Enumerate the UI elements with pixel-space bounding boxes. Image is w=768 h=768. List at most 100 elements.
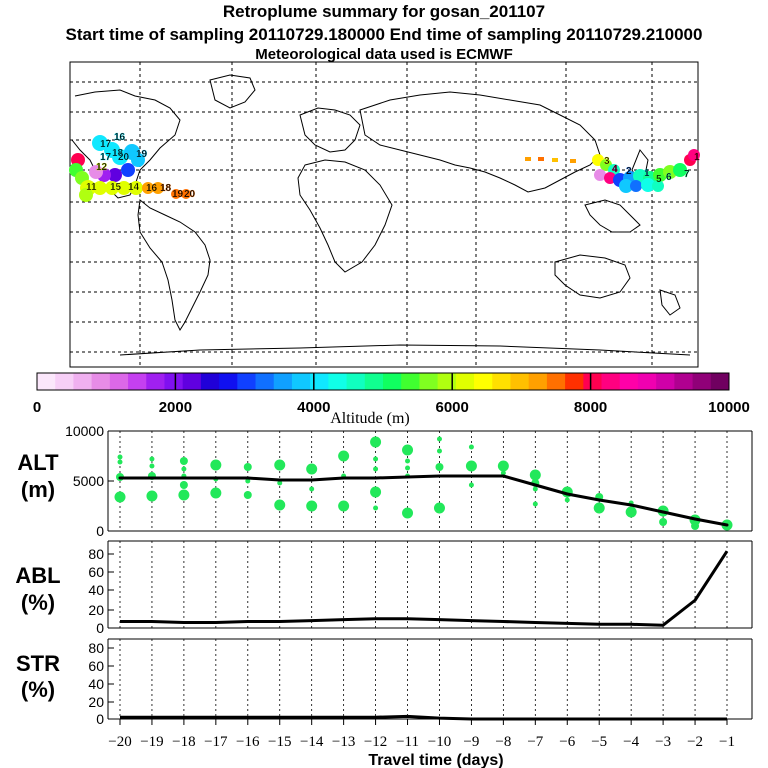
x-tick-label: −15 — [268, 734, 291, 750]
series-point — [501, 474, 505, 478]
plume-label: 16 — [146, 183, 158, 194]
colorbar-swatch — [710, 373, 730, 390]
plume-dot — [641, 178, 655, 192]
colorbar-swatch — [346, 373, 366, 390]
x-tick-label: −11 — [396, 734, 419, 750]
series-point — [246, 476, 250, 480]
plume-label: 7 — [684, 169, 690, 180]
x-tick-label: −4 — [623, 734, 639, 750]
colorbar-swatch — [55, 373, 74, 390]
plume-label: 18 — [160, 183, 172, 194]
plume-dot — [79, 188, 93, 202]
plume-dot — [108, 168, 122, 182]
colorbar-swatch — [583, 373, 603, 390]
scatter-point — [370, 486, 382, 498]
scatter-point — [309, 486, 315, 492]
colorbar-swatch — [128, 373, 147, 390]
scatter-point — [593, 502, 605, 514]
plume-dot — [181, 189, 191, 199]
plume-dot — [89, 165, 103, 179]
scatter-point — [465, 460, 477, 472]
y-tick-label: 0 — [96, 711, 104, 727]
plume-label: 2 — [626, 166, 632, 177]
plume-dot — [117, 181, 131, 195]
plume-label: 6 — [666, 172, 672, 183]
scatter-point — [181, 466, 187, 472]
colorbar-swatch — [692, 373, 712, 390]
series-point — [406, 475, 410, 479]
colorbar-swatch — [291, 373, 311, 390]
panel-ylabel: (%) — [21, 590, 55, 615]
scatter-point — [625, 506, 637, 518]
colorbar-swatch — [219, 373, 238, 390]
plume-label: 5 — [656, 174, 662, 185]
panel-ylabel: STR — [16, 651, 60, 676]
plume-dot — [594, 169, 606, 181]
colorbar-swatch — [237, 373, 257, 390]
scatter-point — [243, 463, 252, 471]
plume-dot — [552, 158, 558, 162]
scatter-point — [245, 478, 251, 484]
series-point — [342, 476, 346, 480]
plume-label: 11 — [86, 182, 97, 193]
panel-str: 80 60 40 200 STR(%) — [16, 638, 753, 727]
colorbar-swatch — [656, 373, 675, 390]
x-tick-label: −14 — [300, 734, 324, 750]
plume-dot — [152, 182, 164, 194]
scatter-point — [243, 491, 252, 499]
series-point — [725, 523, 729, 527]
colorbar-swatch — [37, 373, 56, 390]
plume-label: 16 — [114, 132, 126, 143]
plume-dot — [619, 179, 633, 193]
plume-label: 20 — [118, 152, 130, 163]
series-point — [661, 510, 665, 514]
scatter-point — [117, 454, 123, 460]
plume-label: 15 — [110, 182, 122, 193]
colorbar-swatch — [255, 373, 275, 390]
x-tick-label: −16 — [236, 734, 260, 750]
colorbar-swatch — [273, 373, 293, 390]
colorbar-swatches — [37, 373, 730, 390]
series-point — [437, 474, 441, 478]
scatter-point — [179, 457, 188, 465]
scatter-point — [532, 501, 538, 507]
scatter-point — [149, 456, 155, 462]
x-axis-label: Travel time (days) — [368, 752, 503, 768]
colorbar-swatch — [419, 373, 439, 390]
scatter-point — [532, 486, 538, 492]
y-tick-label: 60 — [88, 564, 104, 580]
plume-dot — [131, 153, 145, 167]
x-tick-label: −5 — [591, 734, 607, 750]
colorbar-swatch — [601, 373, 621, 390]
colorbar-swatch — [546, 373, 566, 390]
colorbar-swatch — [73, 373, 93, 390]
scatter-point — [436, 448, 442, 454]
colorbar-swatch — [528, 373, 548, 390]
scatter-point — [500, 470, 506, 476]
colorbar-swatch — [164, 373, 184, 390]
x-tick-label: −9 — [463, 734, 479, 750]
plume-dot — [604, 172, 616, 184]
plume-label: 19 — [172, 189, 184, 200]
scatter-point — [114, 491, 126, 503]
colorbar-swatch — [182, 373, 202, 390]
colorbar-tick-label: 8000 — [574, 399, 607, 416]
scatter-point — [468, 482, 474, 488]
series-point — [214, 476, 218, 480]
scatter-point — [405, 458, 411, 464]
x-tick-label: −19 — [140, 734, 163, 750]
abl-series-line — [120, 550, 729, 627]
panel-ylabel: (m) — [21, 477, 55, 502]
series-point — [533, 483, 537, 487]
y-tick-label: 40 — [88, 582, 104, 598]
x-tick-label: −10 — [428, 734, 451, 750]
plume-dot — [92, 135, 108, 151]
timeseries-panels: 1000050000ALT(m)806040200ABL(%)806040200… — [15, 423, 753, 750]
panel-ylabel: ABL — [15, 563, 60, 588]
colorbar-swatch — [619, 373, 639, 390]
plume-dot — [652, 180, 664, 192]
scatter-point — [659, 518, 668, 526]
scatter-point — [117, 459, 123, 465]
plume-clusters — [69, 135, 700, 202]
